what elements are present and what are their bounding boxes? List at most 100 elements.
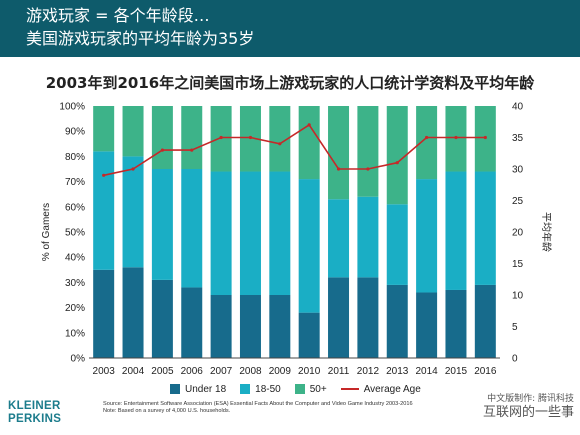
y-tick-label: 40% — [65, 253, 85, 264]
chart-title: 2003年到2016年之间美国市场上游戏玩家的人口统计学资料及平均年龄 — [45, 74, 535, 92]
bar-50-plus — [151, 106, 173, 169]
bar-under-18 — [210, 295, 232, 358]
bar-18-50 — [298, 179, 320, 313]
y-tick-label: 50% — [65, 228, 85, 239]
x-tick-label: 2005 — [151, 366, 174, 377]
y2-tick-label: 15 — [512, 259, 524, 270]
y2-tick-label: 5 — [512, 322, 518, 333]
y-tick-label: 30% — [65, 278, 85, 289]
x-tick-label: 2012 — [357, 366, 380, 377]
x-tick-label: 2013 — [386, 366, 409, 377]
average-age-point — [278, 142, 282, 146]
bar-18-50 — [122, 156, 144, 268]
y-tick-label: 0% — [71, 354, 86, 365]
legend-swatch-50-plus — [294, 384, 305, 394]
bar-under-18 — [328, 277, 350, 358]
legend-label-18-50: 18-50 — [255, 383, 281, 395]
y2-tick-label: 0 — [512, 354, 518, 365]
banner-subtitle: 美国游戏玩家的平均年龄为35岁 — [26, 29, 255, 48]
legend-item-under-18: Under 18 — [170, 384, 226, 395]
bar-under-18 — [269, 295, 291, 358]
bar-18-50 — [181, 169, 203, 288]
chart-legend: Under 18 18-50 50+ Average Age — [170, 382, 421, 396]
x-tick-label: 2010 — [298, 366, 321, 377]
bar-50-plus — [416, 106, 438, 180]
x-tick-label: 2003 — [93, 366, 116, 377]
average-age-point — [425, 135, 429, 140]
legend-label-under-18: Under 18 — [185, 383, 227, 395]
bar-18-50 — [93, 151, 115, 270]
legend-item-18-50: 18-50 — [240, 384, 281, 395]
average-age-point — [160, 148, 164, 152]
bar-50-plus — [181, 106, 203, 169]
bar-50-plus — [93, 106, 115, 152]
watermark-line-1: 中文版制作: 腾讯科技 — [487, 394, 574, 404]
y-tick-label: 70% — [65, 177, 85, 188]
y-tick-label: 80% — [65, 152, 85, 163]
y2-tick-label: 35 — [512, 133, 524, 144]
average-age-point — [454, 135, 458, 140]
bar-18-50 — [269, 171, 291, 295]
logo-line-1: KLEINER — [8, 400, 61, 412]
x-tick-label: 2007 — [210, 366, 233, 377]
average-age-point — [190, 148, 194, 152]
average-age-point — [102, 173, 106, 177]
bar-18-50 — [445, 171, 467, 290]
bar-under-18 — [181, 287, 203, 358]
bar-18-50 — [416, 179, 438, 293]
bar-under-18 — [298, 312, 320, 358]
legend-label-average-age: Average Age — [363, 383, 421, 395]
legend-item-average-age: Average Age — [340, 383, 421, 395]
y2-tick-label: 10 — [512, 291, 524, 302]
bar-under-18 — [445, 289, 467, 358]
legend-swatch-18-50 — [240, 384, 251, 394]
bar-under-18 — [239, 295, 261, 358]
x-tick-label: 2015 — [445, 366, 468, 377]
y-tick-label: 60% — [65, 202, 85, 213]
bar-under-18 — [474, 284, 496, 358]
bar-50-plus — [386, 106, 408, 205]
bar-18-50 — [328, 199, 350, 278]
x-tick-label: 2016 — [474, 366, 497, 377]
bar-18-50 — [239, 171, 261, 295]
x-tick-label: 2008 — [239, 366, 262, 377]
y2-tick-label: 40 — [512, 102, 524, 113]
y-tick-label: 10% — [65, 328, 85, 339]
average-age-point — [307, 123, 311, 127]
bar-50-plus — [298, 106, 320, 180]
bar-18-50 — [210, 171, 232, 295]
bar-under-18 — [151, 279, 173, 358]
bar-18-50 — [474, 171, 496, 285]
y2-tick-label: 30 — [512, 165, 524, 176]
bar-under-18 — [93, 269, 115, 358]
kleiner-perkins-logo: KLEINER PERKINS — [8, 400, 68, 426]
average-age-point — [248, 135, 253, 140]
source-note: Source: Entertainment Software Associati… — [103, 401, 433, 415]
average-age-point — [395, 161, 399, 165]
note-text: Note: Based on a survey of 4,000 U.S. ho… — [103, 408, 231, 414]
average-age-point — [219, 135, 223, 140]
x-tick-label: 2011 — [328, 366, 350, 377]
y2-axis-title: 平均年龄 — [540, 212, 553, 252]
average-age-point — [131, 167, 135, 171]
bar-under-18 — [416, 292, 438, 358]
y-axis-title: % of Gamers — [41, 203, 52, 261]
legend-item-50-plus: 50+ — [294, 383, 327, 395]
legend-swatch-under-18 — [170, 384, 180, 394]
y2-tick-label: 20 — [512, 228, 524, 239]
bar-18-50 — [386, 204, 408, 285]
legend-label-50-plus: 50+ — [309, 383, 327, 395]
bar-50-plus — [122, 106, 144, 157]
x-tick-label: 2004 — [122, 366, 145, 377]
header-banner: 游戏玩家 = 各个年龄段… 美国游戏玩家的平均年龄为35岁 — [0, 0, 580, 57]
x-tick-label: 2006 — [181, 366, 204, 377]
legend-line-average-age — [340, 388, 359, 390]
watermark-line-2: 互联网的一些事 — [482, 405, 574, 420]
source-text: Source: Entertainment Software Associati… — [103, 401, 413, 407]
x-tick-label: 2009 — [269, 366, 292, 377]
banner-title: 游戏玩家 = 各个年龄段… — [26, 6, 210, 25]
y-tick-label: 90% — [65, 127, 85, 138]
bar-18-50 — [357, 196, 379, 278]
bar-under-18 — [122, 267, 144, 358]
x-tick-label: 2014 — [415, 366, 438, 377]
